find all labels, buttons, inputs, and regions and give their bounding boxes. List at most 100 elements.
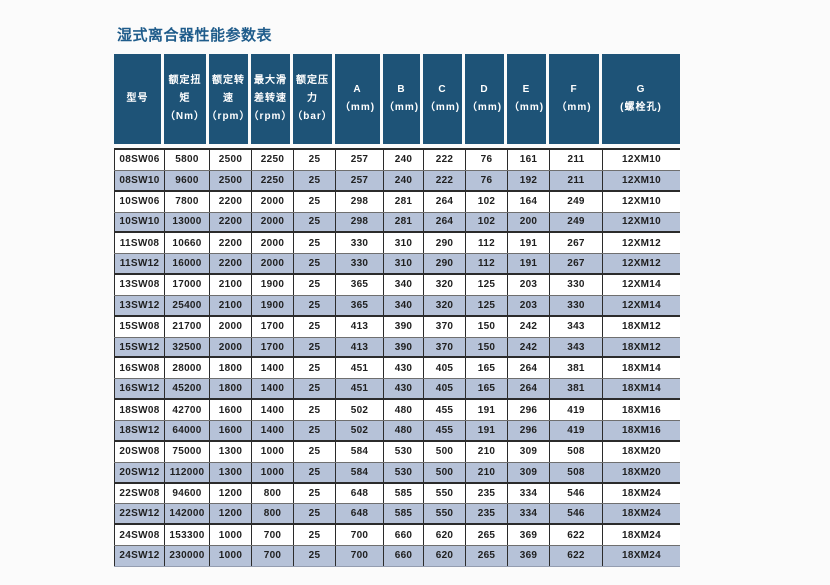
column-header-model: 型号 [114,54,164,144]
value-cell: 18XM24 [602,483,680,504]
column-header-line: A [353,84,362,95]
value-cell: 1000 [209,546,251,566]
column-header-line: （mm) [508,102,545,113]
value-cell: 25 [293,233,335,254]
value-cell: 290 [423,233,465,254]
value-cell: 1600 [209,420,251,440]
table-row-08SW10: 08SW10 9600 2500 2250 25 257 240 222 76 192 211 12X… [114,170,680,192]
value-cell: 1200 [209,504,251,524]
value-cell: 265 [465,525,507,546]
value-cell: 281 [383,212,423,232]
value-cell: 2500 [209,170,251,190]
value-cell: 370 [423,337,465,357]
value-cell: 2250 [251,150,293,170]
value-cell: 25 [293,337,335,357]
value-cell: 200 [507,212,549,232]
value-cell: 125 [465,295,507,315]
column-header-line: （mm) [383,102,420,113]
value-cell: 2500 [209,150,251,170]
value-cell: 240 [383,150,423,170]
value-cell: 21700 [164,316,209,337]
table-row-11SW08: 11SW08 10660 2200 2000 25 330 310 290 112 191 267 1… [114,233,680,255]
column-header-line: 额定扭 [168,75,202,86]
value-cell: 620 [423,546,465,566]
value-cell: 508 [549,441,602,462]
column-header-line: 额定转 [212,75,245,86]
value-cell: 257 [335,170,383,190]
value-cell: 75000 [164,441,209,462]
value-cell: 700 [335,546,383,566]
value-cell: 2000 [209,316,251,337]
value-cell: 25 [293,462,335,482]
value-cell: 192 [507,170,549,190]
value-cell: 2200 [209,191,251,212]
column-header-line: （rpm） [248,111,293,122]
table-row-20SW08: 20SW08 75000 1300 1000 25 584 530 500 210 309 508 1… [114,441,680,463]
value-cell: 25 [293,170,335,190]
value-cell: 5800 [164,150,209,170]
value-cell: 235 [465,483,507,504]
value-cell: 112 [465,254,507,274]
column-header-line: 速 [223,93,234,104]
value-cell: 18XM24 [602,504,680,524]
table-row-08SW06: 08SW06 5800 2500 2250 25 257 240 222 76 161 211 12X… [114,150,680,171]
table-row-20SW12: 20SW12 112000 1300 1000 25 584 530 500 210 309 508… [114,462,680,484]
column-header-dim-c: C （mm) [423,54,465,144]
value-cell: 249 [549,191,602,212]
column-header-rated-speed: 额定转速 （rpm） [207,54,251,144]
value-cell: 267 [549,254,602,274]
value-cell: 2100 [209,275,251,295]
value-cell: 413 [335,337,383,357]
value-cell: 76 [465,150,507,170]
value-cell: 211 [549,150,602,170]
value-cell: 1900 [251,275,293,295]
model-cell: 16SW12 [114,379,164,399]
value-cell: 502 [335,420,383,440]
table-row-13SW08: 13SW08 17000 2100 1900 25 365 340 320 125 203 330 1… [114,275,680,296]
value-cell: 102 [465,212,507,232]
table-row-18SW08: 18SW08 42700 1600 1400 25 502 480 455 191 296 419 1… [114,400,680,421]
table-row-15SW12: 15SW12 32500 2000 1700 25 413 390 370 150 242 343 1… [114,337,680,359]
value-cell: 25 [293,191,335,212]
column-header-dim-a: A （mm) [335,54,383,144]
value-cell: 264 [507,379,549,399]
model-cell: 20SW12 [114,462,164,482]
value-cell: 150 [465,316,507,337]
value-cell: 660 [383,546,423,566]
value-cell: 18XM14 [602,379,680,399]
column-header-line: E [522,84,531,95]
value-cell: 25 [293,546,335,566]
value-cell: 12XM10 [602,212,680,232]
value-cell: 1400 [251,400,293,420]
value-cell: 17000 [164,275,209,295]
value-cell: 298 [335,191,383,212]
model-cell: 20SW08 [114,441,164,462]
value-cell: 2200 [209,233,251,254]
value-cell: 419 [549,420,602,440]
value-cell: 25 [293,504,335,524]
value-cell: 210 [465,441,507,462]
model-cell: 24SW08 [114,525,164,546]
column-header-line: （mm) [556,102,592,113]
value-cell: 235 [465,504,507,524]
value-cell: 25 [293,358,335,379]
value-cell: 381 [549,358,602,379]
value-cell: 502 [335,400,383,420]
value-cell: 365 [335,295,383,315]
value-cell: 12XM10 [602,170,680,190]
model-cell: 08SW10 [114,170,164,190]
value-cell: 165 [465,358,507,379]
value-cell: 257 [335,150,383,170]
value-cell: 1000 [251,462,293,482]
value-cell: 1800 [209,358,251,379]
value-cell: 249 [549,212,602,232]
value-cell: 112000 [164,462,209,482]
value-cell: 12XM14 [602,275,680,295]
value-cell: 298 [335,212,383,232]
value-cell: 451 [335,358,383,379]
value-cell: 191 [507,233,549,254]
value-cell: 25400 [164,295,209,315]
value-cell: 267 [549,233,602,254]
value-cell: 330 [549,295,602,315]
table-header-row: 型号 额定扭矩（Nm） 额定转速（rpm） 最大滑 差转速 （rpm） 额定压力（bar） A… [114,54,680,144]
